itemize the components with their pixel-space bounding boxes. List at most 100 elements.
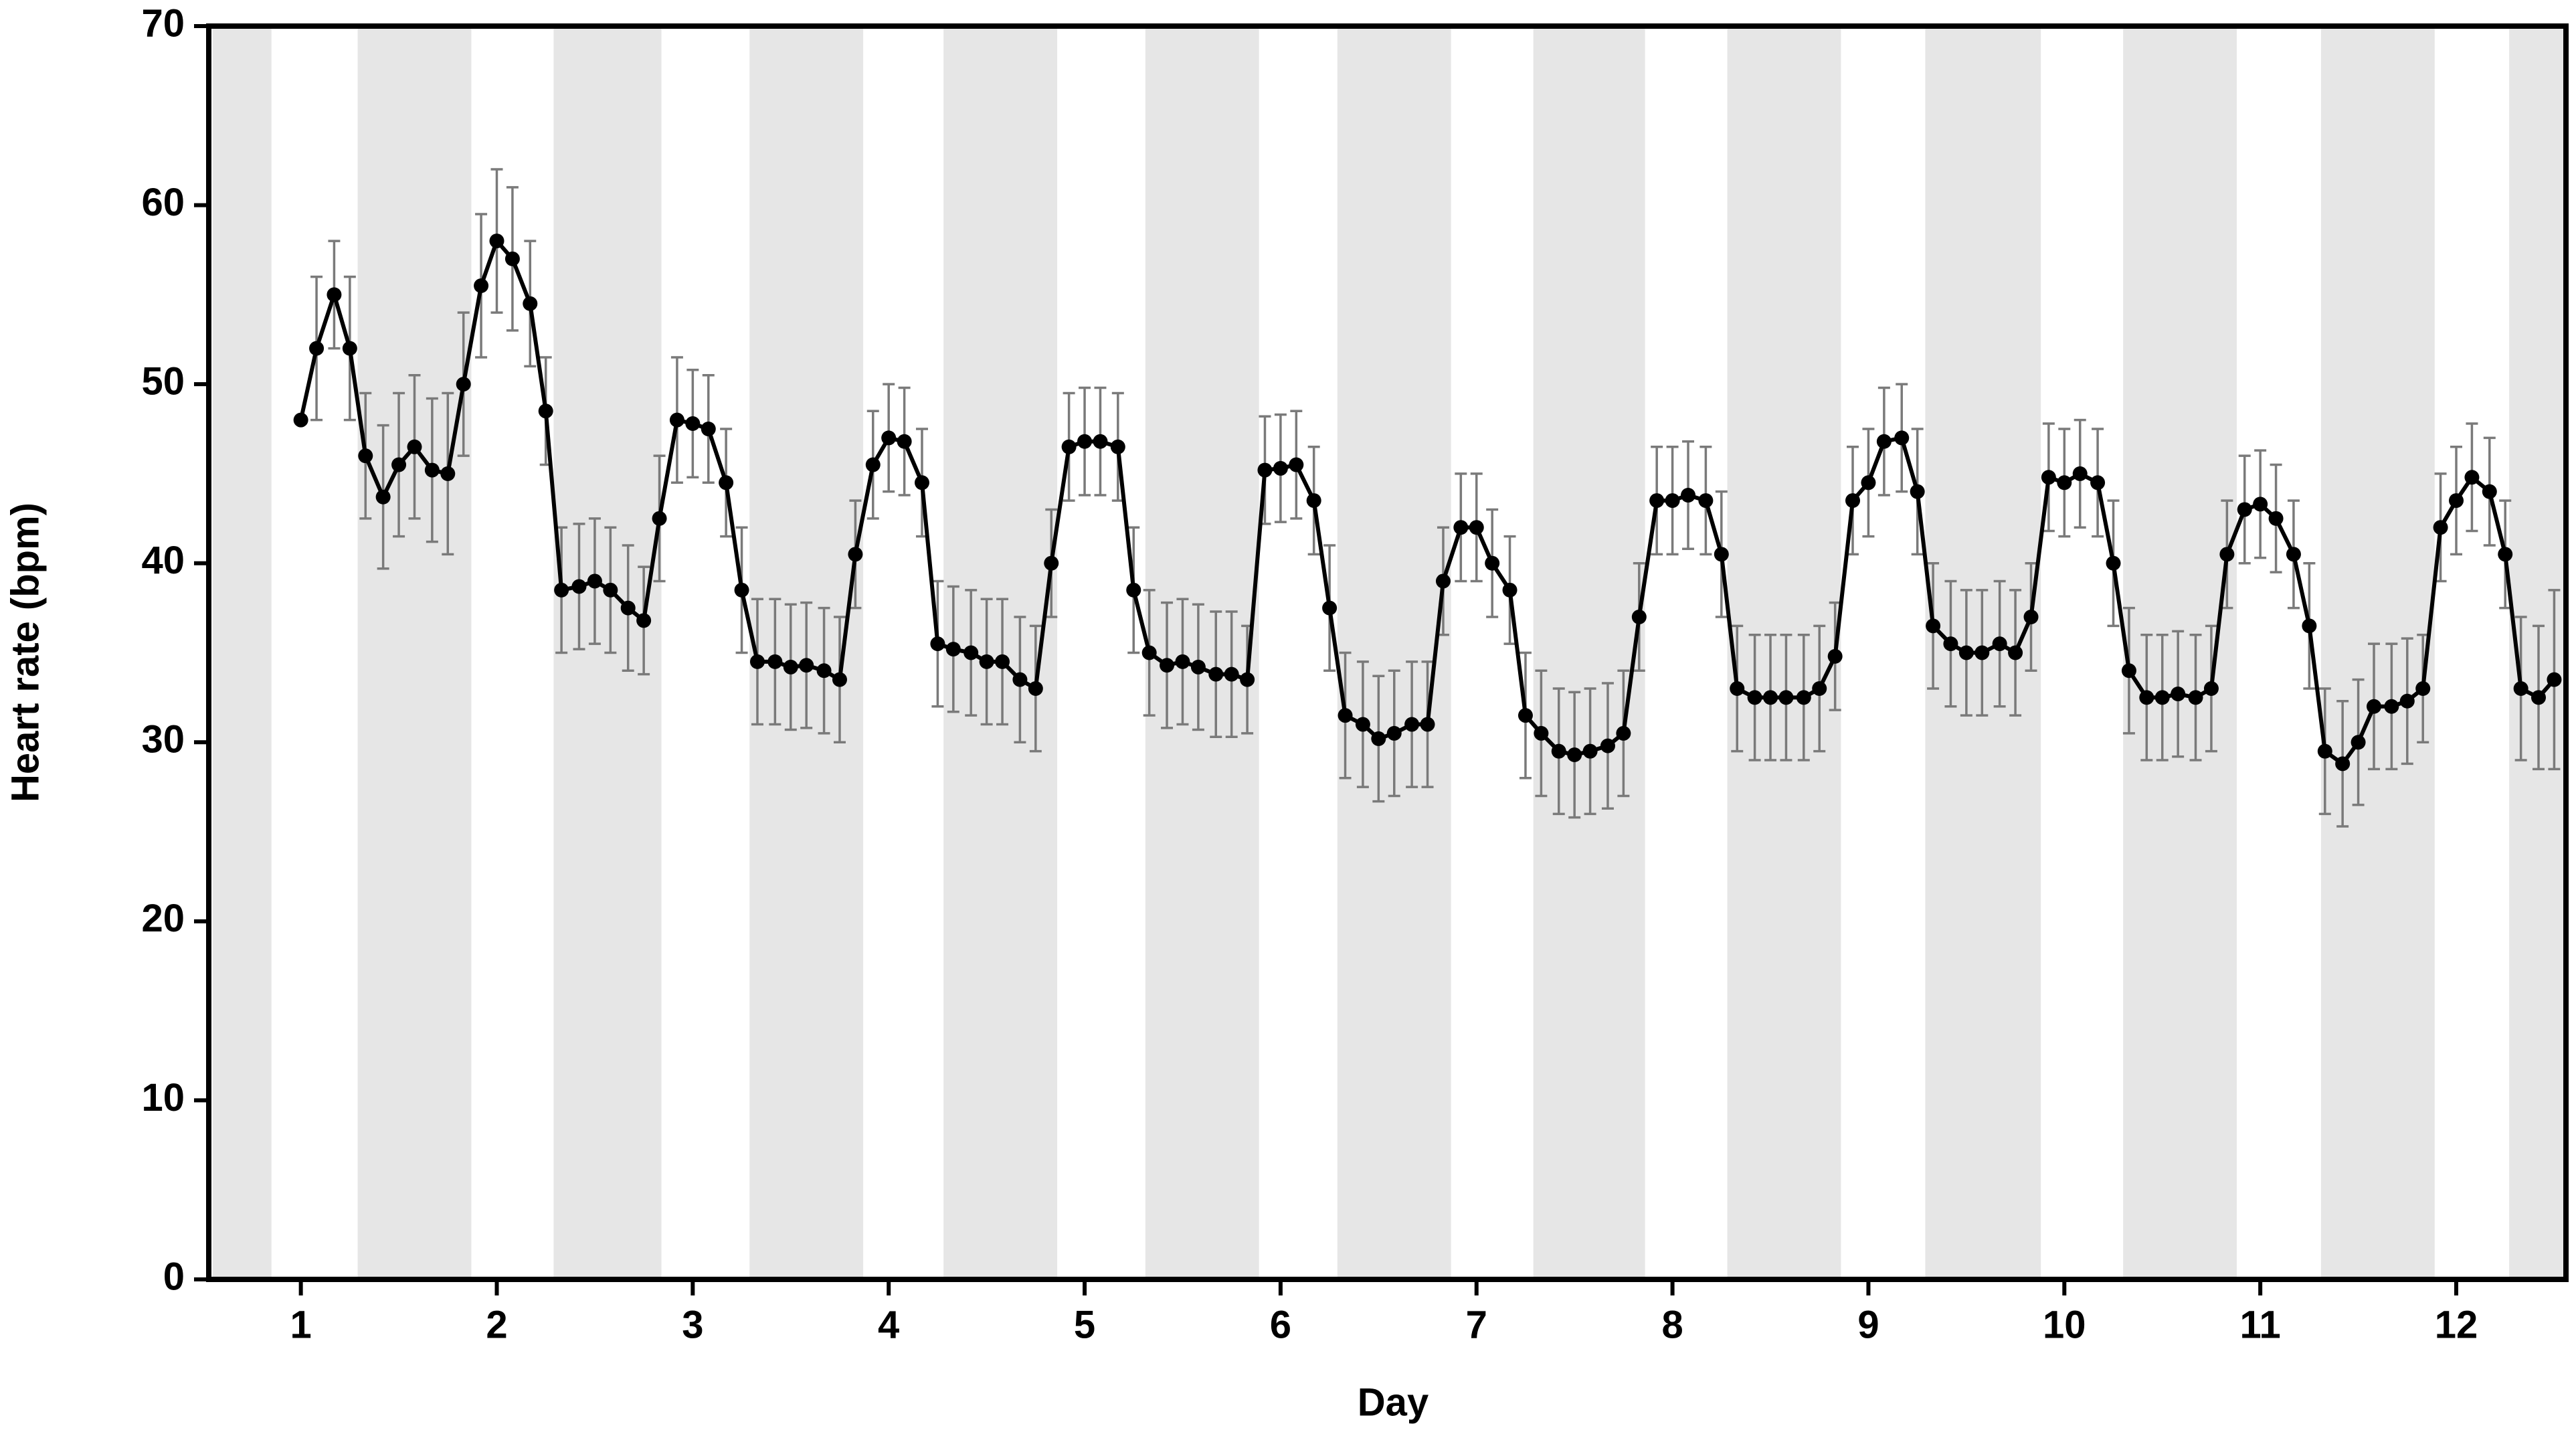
data-point xyxy=(1110,439,1125,454)
data-point xyxy=(963,645,979,660)
data-point xyxy=(1190,659,1206,674)
data-point xyxy=(1876,434,1892,449)
data-point xyxy=(554,582,569,598)
data-point xyxy=(2072,466,2088,481)
data-point xyxy=(2237,502,2252,517)
data-point xyxy=(2335,756,2351,772)
data-point xyxy=(440,466,456,481)
data-point xyxy=(1224,666,1239,682)
data-point xyxy=(1386,725,1402,741)
data-point xyxy=(1306,493,1321,509)
data-point xyxy=(749,654,765,669)
data-point xyxy=(2399,693,2415,709)
dark-period-band xyxy=(1337,26,1451,1279)
x-tick-label: 7 xyxy=(1466,1303,1487,1346)
data-point xyxy=(2219,547,2235,562)
data-point xyxy=(1812,681,1827,697)
data-point xyxy=(1910,484,1925,499)
y-tick-label: 60 xyxy=(141,181,185,224)
data-point xyxy=(2482,484,2497,499)
data-point xyxy=(1404,717,1420,732)
y-tick-label: 30 xyxy=(141,718,185,761)
data-point xyxy=(1289,457,1304,472)
data-point xyxy=(358,448,373,464)
data-point xyxy=(701,422,716,437)
data-point xyxy=(1338,708,1353,723)
data-point xyxy=(1435,573,1451,589)
y-tick-label: 0 xyxy=(163,1255,185,1298)
data-point xyxy=(1126,582,1141,598)
data-point xyxy=(1469,520,1484,535)
x-tick-label: 6 xyxy=(1270,1303,1291,1346)
data-point xyxy=(832,672,847,687)
data-point xyxy=(1861,475,1876,490)
data-point xyxy=(1371,731,1386,746)
data-point xyxy=(1763,690,1778,705)
data-point xyxy=(1827,648,1843,664)
data-point xyxy=(523,296,538,311)
y-tick-label: 70 xyxy=(141,1,185,45)
data-point xyxy=(2154,690,2170,705)
data-point xyxy=(1665,493,1680,509)
data-point xyxy=(669,412,684,428)
dark-period-band xyxy=(1727,26,1841,1279)
data-point xyxy=(620,600,636,616)
data-point xyxy=(1926,618,1941,634)
x-tick-label: 1 xyxy=(290,1303,312,1346)
data-point xyxy=(719,475,734,490)
data-point xyxy=(2384,699,2399,714)
data-point xyxy=(2008,645,2023,660)
x-tick-label: 8 xyxy=(1661,1303,1683,1346)
x-tick-label: 4 xyxy=(878,1303,899,1346)
data-point xyxy=(2302,618,2317,634)
data-point xyxy=(2268,511,2284,526)
data-point xyxy=(1175,654,1190,669)
data-point xyxy=(1730,681,1745,697)
data-point xyxy=(2498,547,2513,562)
data-point xyxy=(848,547,863,562)
data-point xyxy=(2449,493,2464,509)
data-point xyxy=(391,457,407,472)
data-point xyxy=(1044,555,1059,571)
data-point xyxy=(587,573,602,589)
dark-period-band xyxy=(1533,26,1645,1279)
data-point xyxy=(1747,690,1762,705)
data-point xyxy=(734,582,749,598)
data-point xyxy=(456,377,471,392)
x-tick-label: 10 xyxy=(2043,1303,2086,1346)
y-tick-label: 40 xyxy=(141,539,185,582)
data-point xyxy=(504,251,520,266)
data-point xyxy=(1600,738,1615,753)
data-point xyxy=(1958,645,1974,660)
x-axis-label: Day xyxy=(1358,1380,1429,1424)
data-point xyxy=(603,582,618,598)
data-point xyxy=(309,341,325,356)
data-point xyxy=(1453,520,1469,535)
data-point xyxy=(1012,672,1028,687)
data-point xyxy=(2464,470,2480,485)
data-point xyxy=(2547,672,2562,687)
data-point xyxy=(1517,708,1533,723)
data-point xyxy=(2171,687,2186,702)
data-point xyxy=(1551,743,1566,759)
data-point xyxy=(1943,636,1958,652)
data-point xyxy=(2023,609,2039,624)
data-point xyxy=(327,287,342,302)
data-point xyxy=(1502,582,1517,598)
data-point xyxy=(1355,717,1370,732)
data-point xyxy=(489,234,504,249)
data-point xyxy=(2121,663,2136,679)
data-point xyxy=(1714,547,1729,562)
data-point xyxy=(2090,475,2106,490)
data-point xyxy=(1698,493,1714,509)
data-point xyxy=(1534,725,1549,741)
data-point xyxy=(407,439,422,454)
y-tick-label: 20 xyxy=(141,897,185,940)
data-point xyxy=(914,475,929,490)
data-point xyxy=(1208,666,1224,682)
dark-period-band xyxy=(2123,26,2237,1279)
data-point xyxy=(930,636,945,652)
x-tick-label: 3 xyxy=(682,1303,703,1346)
data-point xyxy=(2041,470,2056,485)
